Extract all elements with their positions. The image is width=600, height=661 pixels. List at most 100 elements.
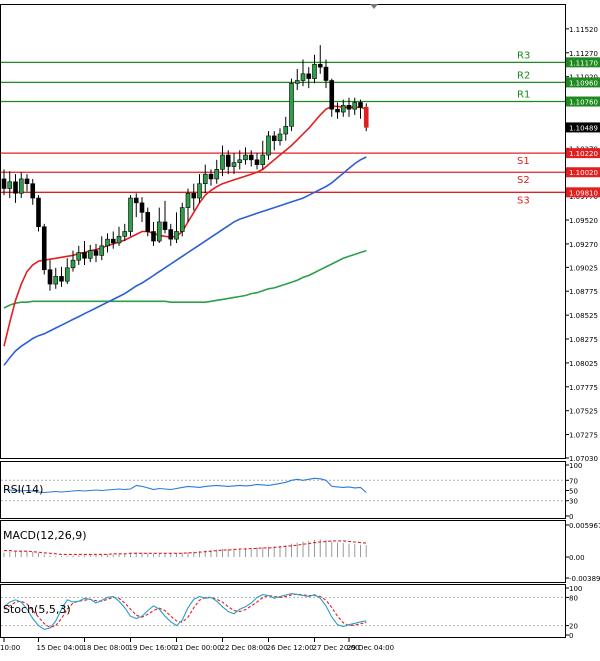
candle-body	[243, 154, 248, 161]
candle-body	[30, 183, 36, 199]
level-tag-r2: R2	[517, 70, 530, 81]
stoch-tick-label: 100	[569, 585, 582, 593]
macd-title: MACD(12,26,9)	[3, 529, 87, 542]
current-price-label: 1.10489	[569, 124, 598, 132]
stoch-title: Stoch(5,5,3)	[3, 603, 71, 616]
level-tag-s3: S3	[517, 195, 530, 206]
candle-body	[53, 276, 59, 285]
rsi-title: RSI(14)	[3, 483, 43, 496]
price-tick-label: 1.08275	[569, 336, 598, 344]
price-tick-label: 1.08775	[569, 288, 598, 296]
rsi-line	[3, 477, 367, 494]
time-tick-label: 18 Dec 08:00	[83, 644, 130, 652]
candle-body	[151, 231, 156, 242]
rsi-tick-label: 50	[569, 488, 578, 496]
macd-signal-line	[4, 540, 367, 555]
time-tick-label: 15 Dec 04:00	[37, 644, 84, 652]
level-price-label-s1: 1.10220	[569, 150, 598, 158]
price-tick-label: 1.09520	[569, 217, 598, 225]
candle-body	[59, 276, 64, 282]
candle-body	[214, 169, 220, 180]
price-tick-label: 1.08525	[569, 312, 598, 320]
stoch-panel-border	[0, 584, 566, 638]
stoch-tick-label: 20	[569, 623, 578, 631]
level-price-label-r2: 1.10960	[569, 79, 598, 87]
stoch-tick-label: 0	[569, 632, 573, 640]
level-price-box-s2	[566, 167, 600, 178]
candle-body	[64, 267, 70, 282]
candle-body	[254, 159, 260, 165]
candle-body	[82, 252, 87, 259]
current-price-box	[566, 122, 600, 133]
candle-body	[47, 269, 53, 285]
rsi-tick-label: 100	[569, 462, 582, 470]
level-price-box-r3	[566, 57, 600, 68]
candle-body	[208, 173, 214, 180]
time-tick-label: 27 Dec 20:00	[313, 644, 360, 652]
macd-panel-border	[0, 520, 566, 583]
level-price-box-r2	[566, 77, 600, 88]
level-price-box-r1	[566, 96, 600, 107]
candle-body	[220, 154, 225, 170]
candle-body	[105, 238, 110, 247]
candle-body	[185, 192, 191, 208]
candle-body	[168, 229, 174, 240]
candle-body	[162, 221, 168, 230]
candle-body	[116, 235, 122, 244]
candle-body	[358, 102, 363, 108]
ma-red-line	[3, 105, 367, 347]
price-tick-label: 1.08025	[569, 360, 598, 368]
time-tick-label: 29 Dec 04:00	[347, 644, 394, 652]
level-tag-s2: S2	[517, 175, 530, 186]
level-price-label-s2: 1.10020	[569, 169, 598, 177]
candle-body	[283, 126, 289, 135]
time-tick-label: 21 Dec 00:00	[175, 644, 222, 652]
candle-body	[248, 154, 254, 161]
price-tick-label: 1.07525	[569, 408, 598, 416]
price-tick-label: 1.11270	[569, 50, 598, 58]
level-tag-r3: R3	[517, 50, 530, 61]
candle-body	[300, 73, 306, 81]
candle-body	[352, 102, 358, 110]
candle-body	[323, 66, 329, 81]
candle-body	[294, 80, 300, 84]
time-tick-label: 22 Dec 08:00	[221, 644, 268, 652]
macd-tick-label: 0.005967	[569, 522, 600, 530]
candle-body	[271, 135, 277, 142]
candle-body	[1, 178, 7, 189]
candle-body	[197, 183, 202, 199]
macd-tick-label: 0.00	[569, 554, 585, 562]
macd-tick-label: -0.003896	[569, 575, 600, 583]
candle-body	[128, 197, 133, 232]
level-tag-r1: R1	[517, 90, 530, 101]
candle-body	[306, 73, 312, 79]
candle-body	[231, 162, 237, 167]
moving-averages	[3, 105, 367, 366]
candle-body	[191, 192, 197, 199]
rsi-tick-label: 30	[569, 498, 578, 506]
candle-body	[179, 207, 185, 232]
price-tick-label: 1.07275	[569, 432, 598, 440]
candles	[1, 45, 369, 291]
time-tick-label: 10:00	[0, 644, 20, 652]
level-price-label-r3: 1.11170	[569, 59, 598, 67]
candle-body	[156, 221, 162, 242]
price-tick-label: 1.11520	[569, 26, 598, 34]
candle-body	[36, 197, 41, 228]
candle-body	[87, 250, 93, 259]
candle-body	[225, 154, 231, 167]
price-tick-label: 1.09025	[569, 264, 598, 272]
time-tick-label: 19 Dec 16:00	[129, 644, 176, 652]
price-tick-label: 1.09270	[569, 241, 598, 249]
ma-green-line	[3, 249, 367, 309]
level-price-label-s3: 1.09810	[569, 189, 598, 197]
candle-body	[202, 173, 208, 185]
ma-blue-line	[3, 156, 367, 366]
candle-body	[312, 63, 317, 79]
candle-body	[139, 202, 145, 213]
candle-body	[363, 106, 369, 128]
candle-body	[260, 154, 266, 165]
stoch-main-line	[3, 593, 367, 630]
